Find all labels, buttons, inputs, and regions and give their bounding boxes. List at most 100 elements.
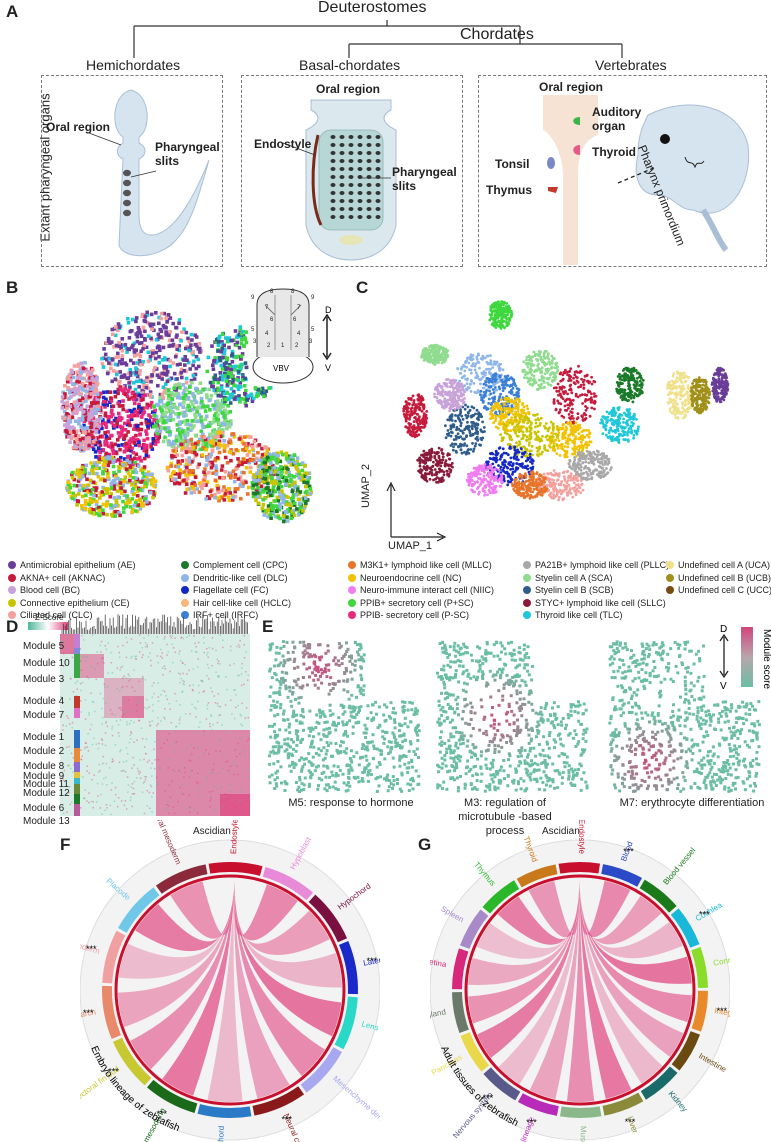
umap-point xyxy=(429,468,433,471)
umap-point xyxy=(538,352,542,356)
spatial-spot xyxy=(285,519,290,523)
spatial-spot xyxy=(131,470,135,474)
spatial-spot xyxy=(211,471,215,475)
umap-point xyxy=(463,364,466,368)
spatial-spot xyxy=(188,408,192,413)
spatial-spot xyxy=(276,515,281,520)
spatial-spot xyxy=(146,472,151,477)
spatial-spot xyxy=(236,370,241,374)
spatial-spot xyxy=(180,448,184,452)
spatial-spot xyxy=(225,426,229,431)
pharyngeal-slit xyxy=(366,167,372,171)
spatial-spot xyxy=(138,455,142,460)
spatial-spot xyxy=(90,403,95,408)
umap-point xyxy=(544,448,547,452)
spatial-spot xyxy=(190,380,194,385)
spatial-spot xyxy=(295,487,300,491)
spatial-spot xyxy=(227,338,231,343)
umap-point xyxy=(433,454,437,458)
spatial-spot xyxy=(241,457,246,461)
umap-point xyxy=(449,434,453,438)
spatial-spot xyxy=(213,377,218,381)
spatial-spot xyxy=(222,439,226,443)
spatial-spot xyxy=(233,487,238,491)
spatial-spot xyxy=(68,404,73,408)
spatial-spot xyxy=(167,440,171,444)
spatial-spot xyxy=(92,404,97,409)
umap-point xyxy=(593,400,597,404)
umap-point xyxy=(491,306,495,309)
spatial-spot xyxy=(300,461,305,465)
pharyngeal-slit xyxy=(366,207,372,211)
spatial-spot xyxy=(117,411,121,416)
spatial-spot xyxy=(125,350,129,354)
spatial-spot xyxy=(263,477,268,481)
spatial-spot xyxy=(257,443,262,447)
spatial-spot xyxy=(289,516,293,521)
umap-point xyxy=(475,355,479,359)
spatial-spot xyxy=(248,435,252,439)
umap-point xyxy=(472,421,475,425)
spatial-spot xyxy=(154,311,158,315)
umap-point xyxy=(560,414,564,418)
spatial-spot xyxy=(157,345,162,349)
spatial-spot xyxy=(243,435,247,439)
spatial-spot xyxy=(186,407,191,412)
umap-point xyxy=(546,381,549,385)
spatial-spot xyxy=(128,474,132,478)
spatial-spot xyxy=(102,402,107,407)
spatial-spot xyxy=(298,490,303,494)
umap-point xyxy=(467,411,470,415)
spatial-spot xyxy=(101,471,105,476)
spatial-spot xyxy=(305,471,309,476)
spatial-spot xyxy=(112,418,117,423)
spatial-spot xyxy=(101,418,105,422)
umap-point xyxy=(561,423,565,427)
umap-point xyxy=(441,479,444,483)
spatial-spot xyxy=(115,422,119,426)
spatial-spot xyxy=(175,423,180,427)
spatial-spot xyxy=(213,373,218,378)
spatial-spot xyxy=(157,355,161,359)
umap-point xyxy=(459,372,463,375)
spatial-spot xyxy=(144,383,149,388)
spatial-spot xyxy=(253,461,258,465)
spatial-spot xyxy=(213,356,217,360)
pharyngeal-slit xyxy=(348,207,354,211)
spatial-spot xyxy=(218,475,222,480)
spatial-spot xyxy=(262,513,267,517)
spatial-spot xyxy=(174,388,178,393)
umap-point xyxy=(448,418,451,422)
spatial-spot xyxy=(147,419,151,423)
umap-point xyxy=(465,382,469,385)
umap-point xyxy=(582,436,585,440)
umap-point xyxy=(469,383,472,386)
umap-point xyxy=(423,467,427,470)
spatial-spot xyxy=(119,346,123,351)
pharyngeal-slit xyxy=(375,191,381,195)
pharyngeal-slit xyxy=(330,215,336,219)
spatial-spot xyxy=(72,426,76,431)
umap-point xyxy=(511,407,515,411)
pharyngeal-slit xyxy=(375,207,381,211)
umap-point xyxy=(503,386,506,390)
umap-point xyxy=(477,353,480,357)
spatial-spot xyxy=(288,507,292,511)
spatial-spot xyxy=(230,359,235,364)
umap-point xyxy=(529,365,533,368)
spatial-spot xyxy=(244,388,248,393)
spatial-spot xyxy=(118,481,123,485)
umap-point xyxy=(530,445,534,448)
spatial-spot xyxy=(188,449,193,454)
spatial-spot xyxy=(107,357,112,361)
spatial-spot xyxy=(277,490,282,494)
spatial-spot xyxy=(137,404,141,409)
spatial-spot xyxy=(222,402,227,406)
spatial-spot xyxy=(239,357,243,361)
spatial-spot xyxy=(216,434,220,439)
spatial-spot xyxy=(155,345,160,350)
spatial-spot xyxy=(124,363,129,367)
umap-point xyxy=(582,412,586,416)
spatial-spot xyxy=(81,400,86,404)
spatial-spot xyxy=(121,510,126,514)
